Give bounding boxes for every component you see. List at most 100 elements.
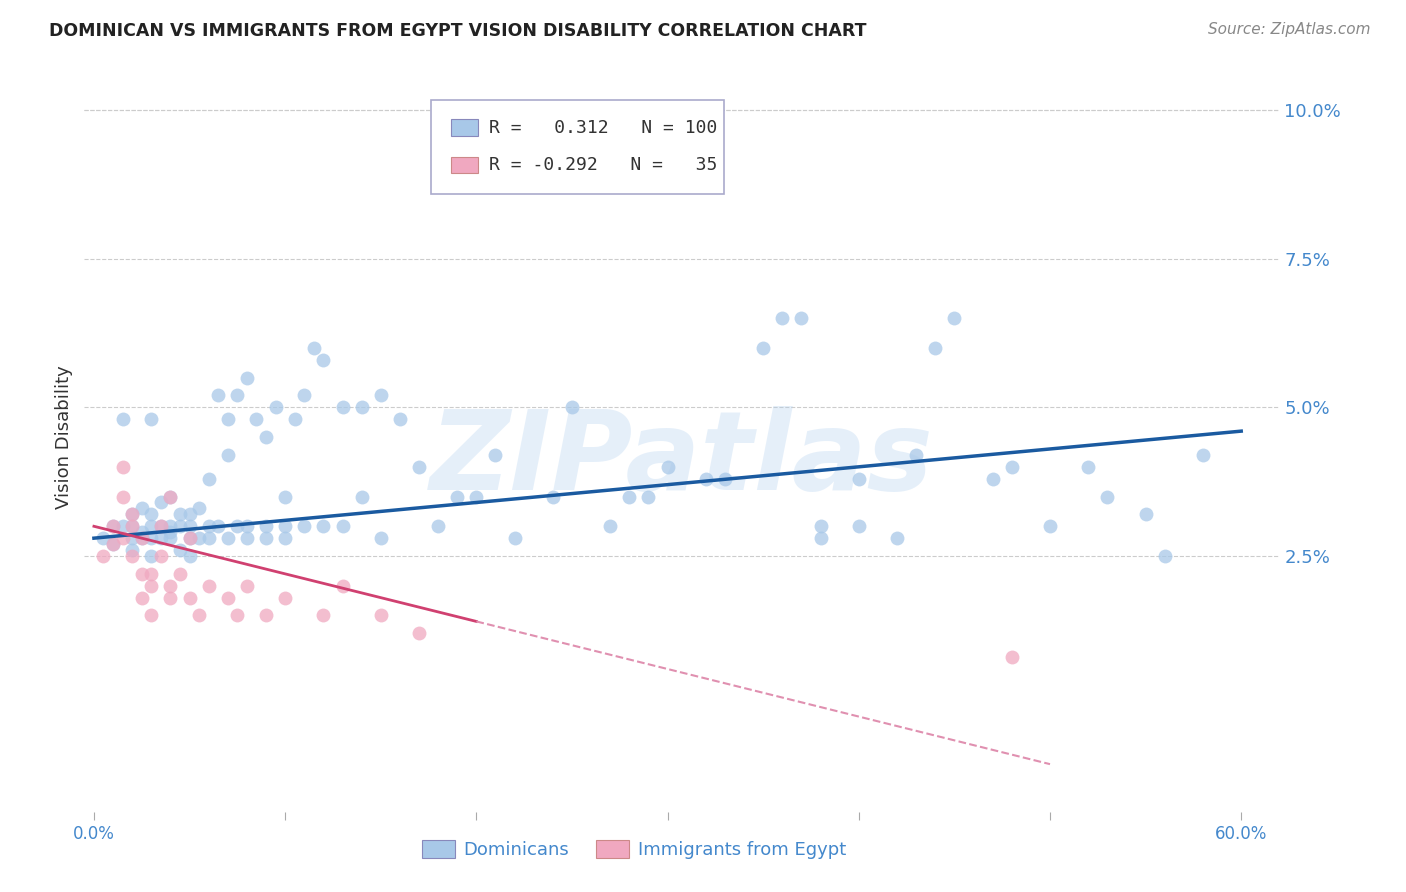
Point	[1192, 448, 1215, 462]
Point	[427, 519, 450, 533]
Point	[141, 608, 163, 623]
Point	[197, 472, 219, 486]
Point	[217, 591, 239, 605]
Point	[284, 412, 307, 426]
Point	[312, 608, 335, 623]
Point	[561, 401, 583, 415]
Point	[217, 531, 239, 545]
Point	[274, 490, 297, 504]
Point	[188, 608, 211, 623]
Point	[111, 490, 134, 504]
Point	[465, 490, 488, 504]
Point	[131, 566, 153, 581]
Point	[981, 472, 1004, 486]
Point	[886, 531, 908, 545]
FancyBboxPatch shape	[451, 120, 478, 136]
Point	[254, 519, 277, 533]
Point	[197, 579, 219, 593]
Point	[93, 531, 115, 545]
Point	[657, 459, 679, 474]
Point	[848, 519, 870, 533]
Point	[236, 579, 259, 593]
Point	[179, 531, 201, 545]
Point	[101, 537, 124, 551]
Point	[236, 531, 259, 545]
Point	[207, 388, 229, 402]
Point	[370, 531, 392, 545]
Point	[350, 401, 373, 415]
Point	[131, 531, 153, 545]
Point	[111, 519, 134, 533]
Point	[141, 531, 163, 545]
Point	[131, 531, 153, 545]
Point	[637, 490, 659, 504]
Point	[484, 448, 506, 462]
Point	[619, 490, 641, 504]
Point	[141, 566, 163, 581]
Point	[149, 531, 172, 545]
Point	[332, 519, 354, 533]
Point	[101, 519, 124, 533]
Point	[169, 543, 191, 558]
Point	[770, 311, 793, 326]
Point	[141, 508, 163, 522]
Point	[236, 519, 259, 533]
Point	[924, 341, 946, 355]
Point	[236, 370, 259, 384]
Point	[179, 549, 201, 563]
Point	[408, 626, 430, 640]
Point	[141, 412, 163, 426]
Point	[131, 591, 153, 605]
Point	[197, 531, 219, 545]
Point	[1077, 459, 1099, 474]
Point	[169, 566, 191, 581]
FancyBboxPatch shape	[451, 157, 478, 173]
Text: Source: ZipAtlas.com: Source: ZipAtlas.com	[1208, 22, 1371, 37]
Point	[179, 519, 201, 533]
Point	[149, 519, 172, 533]
Point	[848, 472, 870, 486]
Point	[292, 388, 315, 402]
Point	[179, 508, 201, 522]
Point	[312, 519, 335, 533]
Point	[149, 495, 172, 509]
Point	[810, 519, 832, 533]
Point	[101, 537, 124, 551]
Point	[207, 519, 229, 533]
Point	[131, 501, 153, 516]
Legend: Dominicans, Immigrants from Egypt: Dominicans, Immigrants from Egypt	[415, 832, 853, 866]
Point	[121, 543, 143, 558]
Point	[111, 459, 134, 474]
Point	[159, 490, 181, 504]
Point	[790, 311, 813, 326]
Point	[254, 531, 277, 545]
Point	[254, 430, 277, 444]
Text: R =   0.312   N = 100: R = 0.312 N = 100	[489, 119, 718, 136]
Point	[226, 388, 249, 402]
Point	[599, 519, 621, 533]
Point	[1039, 519, 1062, 533]
Point	[274, 591, 297, 605]
Point	[264, 401, 287, 415]
Point	[111, 531, 134, 545]
Point	[388, 412, 411, 426]
Point	[159, 531, 181, 545]
Point	[141, 579, 163, 593]
Point	[159, 525, 181, 540]
Point	[93, 549, 115, 563]
Point	[179, 591, 201, 605]
Text: ZIPatlas: ZIPatlas	[430, 406, 934, 513]
Point	[101, 519, 124, 533]
Point	[159, 579, 181, 593]
Point	[169, 508, 191, 522]
Point	[188, 501, 211, 516]
Point	[149, 519, 172, 533]
Point	[446, 490, 468, 504]
Point	[541, 490, 564, 504]
Point	[141, 549, 163, 563]
Point	[332, 579, 354, 593]
Point	[141, 519, 163, 533]
Point	[302, 341, 325, 355]
Point	[121, 519, 143, 533]
Point	[274, 531, 297, 545]
